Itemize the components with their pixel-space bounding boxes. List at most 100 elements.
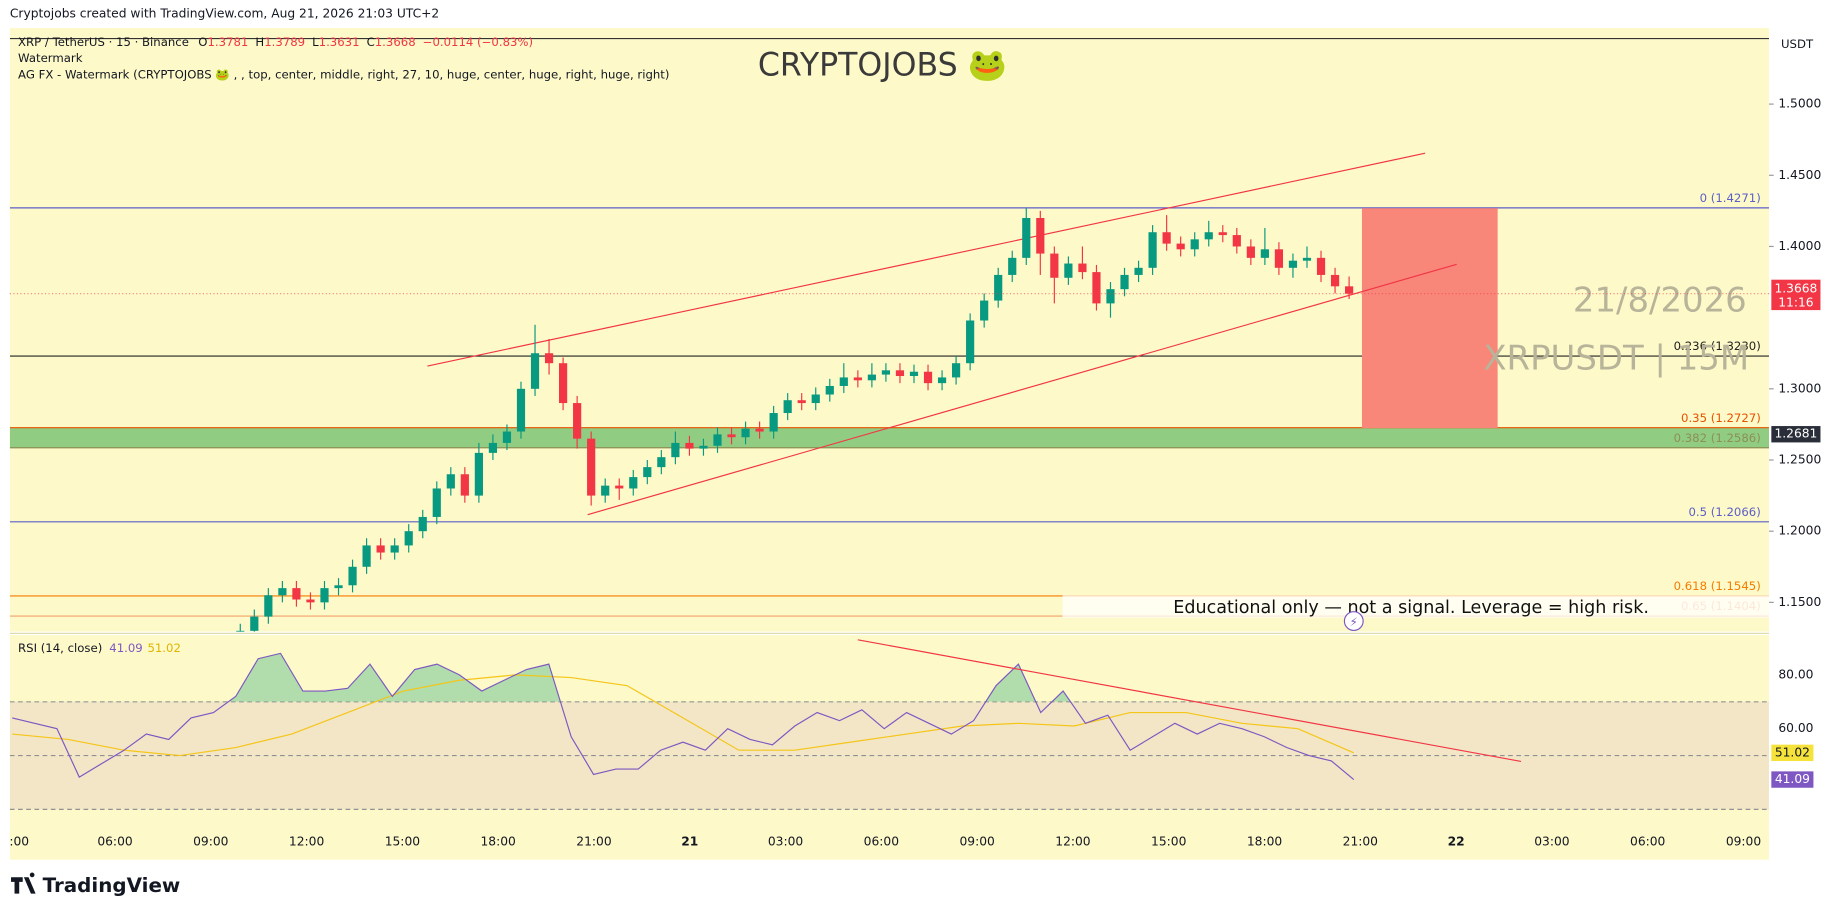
candle-body [432, 488, 441, 517]
rsi-value-legend: 41.09 [109, 640, 142, 654]
price-tick-label: 1.5000 [1778, 97, 1821, 111]
candle-body [418, 516, 427, 532]
price-tick-label: 1.2000 [1778, 524, 1821, 538]
candle-body [966, 320, 975, 364]
rsi-line [12, 652, 1355, 781]
fib-label: 0.382 (1.2586) [1674, 431, 1761, 445]
price-tick-label: 1.3000 [1778, 381, 1821, 395]
support-zone [9, 427, 1769, 448]
time-axis-bg [9, 824, 1769, 860]
open: 1.3781 [207, 35, 248, 49]
time-label: 03:00 [1534, 835, 1569, 849]
candle-body [559, 363, 568, 404]
candle-body [685, 442, 694, 449]
close-label: C [367, 35, 375, 49]
time-label: 21:00 [1343, 835, 1378, 849]
time-label: 22 [1448, 835, 1465, 849]
candle-body [376, 545, 385, 553]
candle-body [1316, 257, 1326, 275]
rsi-ma-legend: 51.02 [147, 640, 180, 654]
candle-body [1288, 260, 1298, 268]
candle-body [937, 377, 947, 384]
time-label: 15:00 [1151, 835, 1186, 849]
rsi-tick-label: 80.00 [1778, 667, 1813, 681]
time-label: 06:00 [864, 835, 899, 849]
candle-body [474, 452, 483, 496]
countdown: 11:16 [1778, 296, 1814, 310]
candle-body [1022, 217, 1031, 258]
price-tick-label: 1.4000 [1778, 239, 1821, 253]
candle-body [797, 400, 806, 404]
low: 1.3631 [319, 35, 360, 49]
attribution: Cryptojobs created with TradingView.com,… [10, 7, 439, 21]
fib-label: 0 (1.4271) [1700, 191, 1761, 205]
candle-body [404, 531, 413, 546]
candle-body [867, 374, 876, 381]
candle-body [1092, 272, 1101, 304]
alert-icon[interactable] [1343, 611, 1364, 632]
time-label: 09:00 [959, 835, 994, 849]
candle-body [1190, 239, 1199, 250]
candle-body [1218, 232, 1227, 236]
close: 1.3668 [375, 35, 416, 49]
note-bg [1062, 595, 1769, 618]
candle-body [1106, 289, 1115, 304]
rsi-ma-value: 51.02 [1775, 745, 1810, 759]
candle-body [1078, 263, 1087, 273]
candle-body [446, 474, 455, 489]
candle-body [1302, 257, 1312, 261]
candle-body [516, 388, 526, 432]
candle-body [811, 394, 820, 404]
fib-label: 0.35 (1.2727) [1681, 411, 1761, 425]
candle-body [727, 434, 736, 438]
candle-body [390, 545, 399, 553]
currency[interactable]: USDT [1781, 37, 1814, 51]
candle-body [587, 438, 596, 496]
time-label: 21:00 [576, 835, 611, 849]
candle-body [825, 385, 834, 395]
symbol: XRP / TetherUS · 15 · Binance [18, 35, 189, 49]
time-label: 09:00 [1726, 835, 1761, 849]
candle-body [1345, 286, 1354, 294]
rsi-layer [9, 652, 1769, 810]
candle-body [334, 585, 343, 589]
price-tick-label: 1.2500 [1778, 453, 1821, 467]
candle-body [643, 467, 652, 478]
time-label: 06:00 [97, 835, 132, 849]
fib-label: 0.236 (1.3230) [1674, 339, 1761, 353]
candle-body [488, 442, 498, 453]
candle-body [1260, 249, 1269, 258]
high-label: H [255, 35, 264, 49]
candle-body [306, 599, 315, 603]
candle-body [994, 274, 1003, 301]
candle-body [544, 353, 554, 364]
alert-icon-glyph: ⚡ [1350, 615, 1358, 629]
candle-body [769, 413, 778, 432]
candle-body [839, 377, 848, 386]
candle-body [1008, 257, 1017, 275]
rsi-ma-line [12, 674, 1355, 757]
candle-body [783, 400, 792, 414]
channel-upper [427, 152, 1426, 367]
candle-body [530, 353, 540, 389]
candle-body [671, 442, 680, 458]
open-label: O [198, 35, 207, 49]
candle-body [250, 616, 259, 631]
disclaimer: Educational only — not a signal. Leverag… [1173, 598, 1649, 618]
tv-logo-text: TradingView [43, 874, 181, 897]
time-label: 21 [681, 835, 698, 849]
candle-body [1050, 253, 1059, 278]
fib-label: 0.618 (1.1545) [1674, 579, 1761, 593]
rsi-title: RSI (14, close) 41.09 51.02 [18, 640, 181, 654]
candle-body [1148, 232, 1157, 268]
candle-body [699, 445, 708, 449]
rsi-value-box [1771, 771, 1814, 788]
price-tick-label: 1.4500 [1778, 168, 1821, 182]
rsi-trendline [857, 639, 1522, 763]
candle-body [755, 428, 764, 432]
candle-body [236, 630, 245, 632]
target-box [1361, 208, 1498, 429]
candle-body [1064, 263, 1073, 278]
time-label: 12:00 [289, 835, 324, 849]
